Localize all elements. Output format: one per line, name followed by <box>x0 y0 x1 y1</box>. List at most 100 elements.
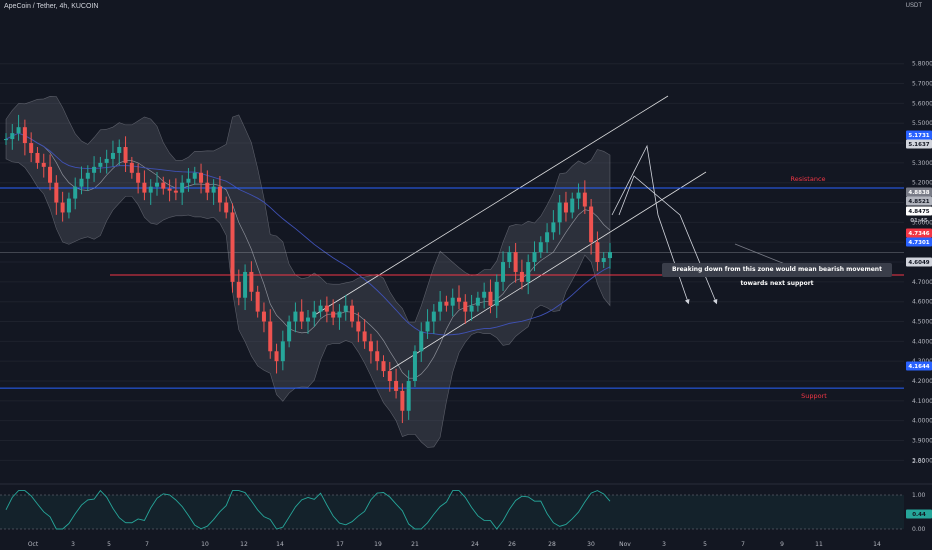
candle-body <box>199 172 204 183</box>
candle-body <box>110 152 115 159</box>
badge-support-bg <box>906 361 932 371</box>
candle-body <box>180 182 185 193</box>
candle-body <box>224 202 229 213</box>
candle-body <box>211 186 216 193</box>
candle-body <box>48 166 53 183</box>
candle-body <box>601 258 606 263</box>
candle-body <box>249 271 254 292</box>
price-tick: 4.0000 <box>912 418 932 425</box>
time-tick: 9 <box>780 541 784 548</box>
price-tick: 4.5000 <box>912 319 932 326</box>
time-tick: 12 <box>240 541 248 548</box>
candle-body <box>22 127 27 144</box>
ascending-channel <box>312 95 707 371</box>
projection-arrow-2 <box>618 175 718 305</box>
candle-body <box>318 305 323 312</box>
candle-body <box>161 182 166 189</box>
candle-body <box>136 172 141 183</box>
candle-body <box>230 212 235 282</box>
time-tick: Oct <box>28 541 39 548</box>
candle-body <box>117 147 122 153</box>
countdown: 01:45 <box>910 218 928 224</box>
candle-body <box>217 186 222 203</box>
candle-body <box>10 133 15 140</box>
candle-body <box>293 311 298 322</box>
candle-body <box>394 381 399 391</box>
candle-body <box>85 172 90 179</box>
candle-body <box>400 390 405 411</box>
candle-body <box>545 232 550 243</box>
symbol-header: ApeCoin / Tether, 4h, KUCOIN <box>4 3 99 10</box>
time-tick: 28 <box>548 541 556 548</box>
time-tick: 11 <box>815 541 823 548</box>
badge-resistance-bg <box>906 130 932 140</box>
oscillator-band <box>0 495 904 529</box>
candle-body <box>104 158 109 163</box>
badge-oscillator-bg <box>906 509 932 519</box>
candle-body <box>368 341 373 352</box>
time-tick: 10 <box>201 541 209 548</box>
candle-body <box>595 242 600 263</box>
candle-body <box>205 182 210 193</box>
price-tick: 4.4000 <box>912 338 932 345</box>
candle-body <box>268 321 273 352</box>
candle-body <box>576 192 581 199</box>
candle-body <box>557 202 562 223</box>
price-tick: 5.5000 <box>912 120 932 127</box>
price-tick: 4.2000 <box>912 378 932 385</box>
price-tick: 5.6000 <box>912 100 932 107</box>
badge-oscillator: 0.44 <box>912 512 926 518</box>
oscillator-line <box>5 489 611 530</box>
price-tick: 4.1000 <box>912 398 932 405</box>
candle-body <box>287 321 292 342</box>
candle-body <box>582 192 587 207</box>
candle-body <box>412 351 417 382</box>
candle-body <box>41 162 46 167</box>
candle-body <box>507 252 512 263</box>
candle-body <box>488 291 493 306</box>
price-tick: 5.7000 <box>912 81 932 88</box>
candle-body <box>173 190 178 193</box>
candle-body <box>350 305 355 322</box>
time-tick: 19 <box>374 541 382 548</box>
candle-body <box>563 202 568 213</box>
time-tick: 7 <box>145 541 149 548</box>
badge-breakdown-bg <box>906 228 932 238</box>
price-tick: 5.3000 <box>912 160 932 167</box>
time-tick: 3 <box>662 541 666 548</box>
price-tick: 3.9000 <box>912 438 932 445</box>
candle-body <box>79 178 84 187</box>
candlesticks <box>4 114 612 424</box>
candle-body <box>155 182 159 187</box>
projection-arrow-1 <box>611 144 690 305</box>
candle-body <box>142 182 147 193</box>
time-tick: 5 <box>107 541 111 548</box>
badge-breakdown: 4.7346 <box>908 231 929 237</box>
oscillator-tick: 1.00 <box>912 492 926 499</box>
candle-body <box>236 281 241 298</box>
candle-body <box>375 351 380 362</box>
time-tick: 21 <box>411 541 419 548</box>
badge-price: 4.8838 <box>908 190 929 196</box>
candle-body <box>343 305 348 312</box>
candle-body <box>381 361 386 372</box>
candle-body <box>532 252 537 263</box>
candle-body <box>463 301 468 312</box>
candle-body <box>148 186 153 193</box>
time-tick: 3 <box>71 541 75 548</box>
candle-body <box>444 301 449 306</box>
candle-body <box>538 242 543 253</box>
candle-body <box>60 202 65 213</box>
candle-body <box>406 381 411 411</box>
candle-body <box>167 188 172 191</box>
price-badges: 5.1731 5.1637 4.8838 4.8521 4.8475 01:45 4.734… <box>906 130 932 519</box>
price-tick: 4.7000 <box>912 279 932 286</box>
time-tick: 14 <box>873 541 881 548</box>
badge-current: 4.8475 <box>908 209 929 215</box>
candle-body <box>475 297 480 306</box>
projection-arrows <box>611 144 791 305</box>
candle-body <box>255 291 260 312</box>
candle-body <box>608 252 612 259</box>
candle-body <box>306 317 310 322</box>
